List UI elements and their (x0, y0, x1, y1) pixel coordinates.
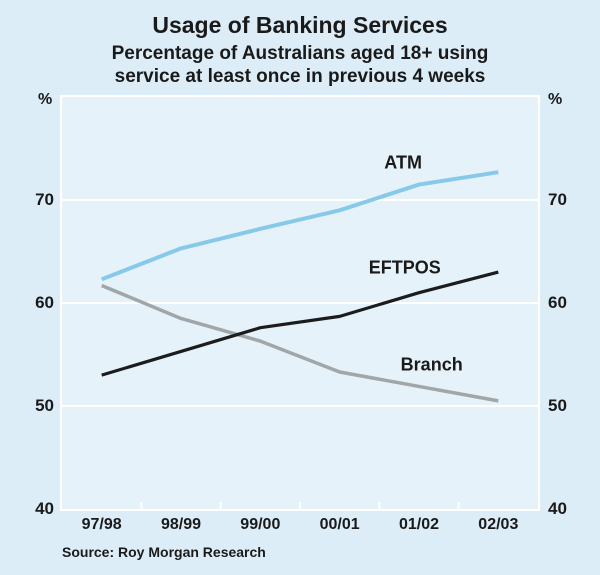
x-tick-label-00-01: 00/01 (319, 516, 360, 533)
y-axis-unit-right: % (548, 91, 563, 108)
y-axis-labels-left: 40 50 60 70 (0, 0, 56, 575)
x-tick-label-01-02: 01/02 (398, 516, 440, 533)
x-tick-label-02-03: 02/03 (478, 516, 519, 533)
chart-subtitle: Percentage of Australians aged 18+ using… (111, 43, 489, 87)
source-note: Source: Roy Morgan Research (62, 544, 266, 560)
y-tick-label-left-60: 60 (35, 293, 54, 312)
y-axis-unit-left: % (38, 91, 53, 108)
plot-area: ATM EFTPOS Branch (60, 95, 540, 511)
y-tick-label-left-70: 70 (35, 190, 54, 209)
series-label-eftpos: EFTPOS (368, 257, 441, 278)
x-tick-label-97-98: 97/98 (81, 516, 122, 533)
series-line-eftpos (101, 270, 499, 377)
series-line-atm (100, 170, 499, 282)
chart-title: Usage of Banking Services (152, 12, 448, 38)
y-tick-label-left-40: 40 (35, 499, 54, 518)
y-tick-label-right-60: 60 (548, 293, 567, 312)
y-tick-label-right-50: 50 (548, 396, 567, 415)
x-tick-label-99-00: 99/00 (240, 516, 281, 533)
y-tick-label-right-40: 40 (548, 499, 567, 518)
line-chart-svg (62, 170, 538, 509)
series-label-atm: ATM (384, 152, 422, 173)
y-tick-label-left-50: 50 (35, 396, 54, 415)
y-axis-labels-right: 40 50 60 70 (546, 0, 600, 575)
x-tick-label-98-99: 98/99 (160, 516, 202, 533)
y-tick-label-right-70: 70 (548, 190, 567, 209)
series-line-branch (100, 283, 499, 403)
series-label-branch: Branch (400, 354, 463, 375)
